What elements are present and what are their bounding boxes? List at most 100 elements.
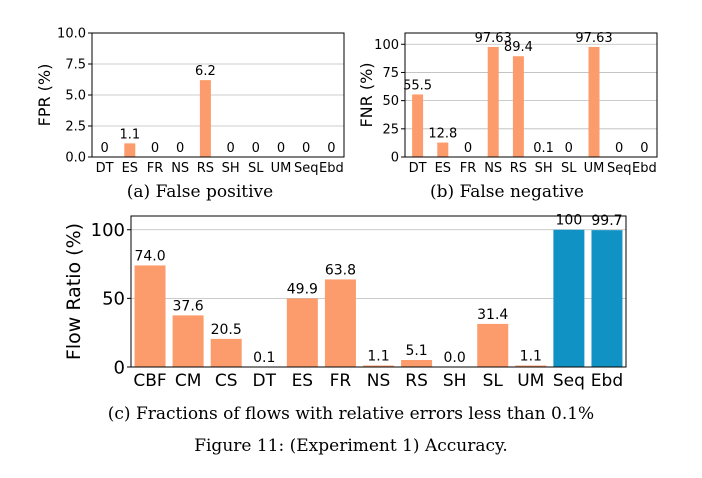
data-label: 0 xyxy=(302,141,310,156)
data-label: 0 xyxy=(640,141,648,156)
bar xyxy=(286,298,318,367)
plot-frame xyxy=(91,32,345,158)
bar xyxy=(363,365,394,367)
data-label: 12.8 xyxy=(428,127,457,142)
data-label: 0 xyxy=(176,141,184,156)
data-label: 0 xyxy=(327,141,335,156)
data-label: 97.63 xyxy=(575,31,612,46)
x-tick-label: Seq xyxy=(294,161,319,176)
x-tick-label: Ebd xyxy=(591,371,623,391)
x-tick-label: CM xyxy=(175,371,202,391)
bar xyxy=(412,94,424,157)
y-tick-label: 0 xyxy=(391,151,399,166)
data-label: 0 xyxy=(226,141,234,156)
x-tick-label: RS xyxy=(510,161,527,176)
x-tick-label: CBF xyxy=(133,371,166,391)
y-tick-label: 0.0 xyxy=(65,151,86,166)
y-axis-label: FPR (%) xyxy=(35,64,54,127)
caption-c: (c) Fractions of flows with relative err… xyxy=(108,404,594,424)
y-tick-label: 2.5 xyxy=(65,120,86,135)
bar xyxy=(401,359,433,367)
x-tick-label: UM xyxy=(517,371,544,391)
x-tick-label: Ebd xyxy=(632,161,657,176)
x-tick-label: DT xyxy=(96,161,114,176)
x-tick-label: ES xyxy=(435,161,451,176)
x-tick-label: NS xyxy=(367,371,391,391)
y-tick-label: 100 xyxy=(91,220,125,241)
x-tick-label: UM xyxy=(271,161,292,176)
data-label: 0 xyxy=(151,141,159,156)
y-tick-label: 100 xyxy=(374,38,399,53)
x-tick-label: FR xyxy=(147,161,164,176)
y-tick-label: 7.5 xyxy=(65,58,86,73)
data-label: 99.7 xyxy=(591,213,622,229)
data-label: 0.1 xyxy=(253,350,275,366)
y-tick-label: 0 xyxy=(114,357,125,378)
x-tick-label: NS xyxy=(484,161,502,176)
x-tick-label: SL xyxy=(561,161,577,176)
caption-a: (a) False positive xyxy=(127,182,273,202)
y-tick-label: 5.0 xyxy=(65,89,86,104)
data-label: 1.1 xyxy=(367,348,389,364)
x-tick-label: ES xyxy=(292,371,314,391)
data-label: 63.8 xyxy=(325,262,356,278)
x-tick-label: SH xyxy=(222,161,240,176)
data-label: 0 xyxy=(100,141,108,156)
chart-flow-ratio: 0 50 100 74.0 CBF 37.6 CM 20.5 CS 0.1 DT 49.9 ES 63.8… xyxy=(63,213,627,391)
data-label: 1.1 xyxy=(119,127,140,142)
x-tick-label: SL xyxy=(483,371,504,391)
x-tick-label: ES xyxy=(122,161,138,176)
data-label: 1.1 xyxy=(520,348,542,364)
data-label: 89.4 xyxy=(504,40,533,55)
chart-false-negative: 0 25 50 75 100 55.5 DT 12.8 ES 0 FR 97.63 NS 89.4 RS 0.… xyxy=(357,31,658,176)
y-axis-label: FNR (%) xyxy=(357,62,376,127)
x-tick-label: RS xyxy=(197,161,214,176)
data-label: 6.2 xyxy=(195,64,216,79)
data-label: 37.6 xyxy=(173,298,204,314)
data-label: 0.1 xyxy=(533,141,554,156)
data-label: 74.0 xyxy=(134,248,165,264)
data-label: 5.1 xyxy=(405,343,427,359)
chart-false-positive: 0.02.55.07.510.00DT1.1ES0FR0NS6.2RS0SH0S… xyxy=(35,27,345,176)
y-tick-label: 25 xyxy=(382,122,399,137)
x-tick-label: DT xyxy=(253,371,277,391)
x-tick-label: NS xyxy=(171,161,189,176)
data-label: 0.0 xyxy=(444,350,466,366)
x-tick-label: SL xyxy=(248,161,264,176)
data-label: 31.4 xyxy=(477,307,508,323)
bar xyxy=(515,365,547,367)
bar xyxy=(437,142,449,157)
data-label: 0 xyxy=(464,141,472,156)
bar xyxy=(477,323,509,367)
data-label: 97.63 xyxy=(475,31,512,46)
data-label: 20.5 xyxy=(211,322,242,338)
data-label: 0 xyxy=(615,141,623,156)
x-tick-label: DT xyxy=(409,161,427,176)
data-label: 55.5 xyxy=(403,78,432,93)
y-tick-label: 50 xyxy=(382,94,399,109)
bar xyxy=(134,265,166,367)
data-label: 49.9 xyxy=(287,282,318,298)
data-label: 100 xyxy=(556,213,583,229)
x-tick-label: Ebd xyxy=(319,161,344,176)
x-tick-label: Seq xyxy=(553,371,585,391)
x-tick-label: FR xyxy=(460,161,477,176)
bar xyxy=(124,143,136,157)
bar xyxy=(591,230,623,367)
y-tick-label: 10.0 xyxy=(57,27,86,42)
bar xyxy=(553,229,585,367)
bar xyxy=(512,56,524,157)
y-tick-label: 75 xyxy=(382,66,399,81)
bar xyxy=(324,279,356,367)
plot-frame xyxy=(130,215,627,368)
y-tick-label: 50 xyxy=(102,289,125,310)
x-tick-label: Seq xyxy=(607,161,632,176)
plot-frame xyxy=(404,32,658,158)
x-tick-label: SH xyxy=(443,371,467,391)
bar xyxy=(487,46,499,157)
bar xyxy=(210,338,242,367)
x-tick-label: FR xyxy=(330,371,352,391)
figure-caption: Figure 11: (Experiment 1) Accuracy. xyxy=(194,436,508,456)
x-tick-label: SH xyxy=(535,161,553,176)
